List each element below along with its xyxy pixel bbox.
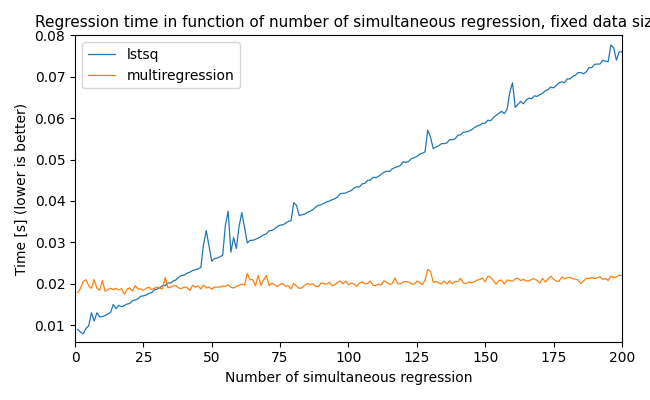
lstsq xyxy=(222,223,229,228)
multiregression xyxy=(96,288,103,293)
multiregression xyxy=(424,267,432,272)
multiregression xyxy=(107,286,114,291)
Line: lstsq: lstsq xyxy=(78,45,622,334)
Y-axis label: Time [s] (lower is better): Time [s] (lower is better) xyxy=(15,102,29,274)
lstsq xyxy=(618,49,626,54)
Title: Regression time in function of number of simultaneous regression, fixed data siz: Regression time in function of number of… xyxy=(35,15,650,30)
multiregression xyxy=(577,281,585,286)
lstsq xyxy=(98,314,106,319)
lstsq xyxy=(593,62,601,66)
Line: multiregression: multiregression xyxy=(78,269,622,294)
multiregression xyxy=(222,284,229,289)
lstsq xyxy=(574,70,582,75)
multiregression xyxy=(120,292,128,296)
lstsq xyxy=(109,302,117,307)
lstsq xyxy=(74,327,82,332)
multiregression xyxy=(596,274,604,279)
lstsq xyxy=(79,332,87,336)
multiregression xyxy=(74,290,82,295)
lstsq xyxy=(177,273,185,278)
Legend: lstsq, multiregression: lstsq, multiregression xyxy=(82,42,240,88)
lstsq xyxy=(607,43,615,48)
multiregression xyxy=(177,286,185,291)
X-axis label: Number of simultaneous regression: Number of simultaneous regression xyxy=(225,371,472,385)
multiregression xyxy=(618,273,626,278)
